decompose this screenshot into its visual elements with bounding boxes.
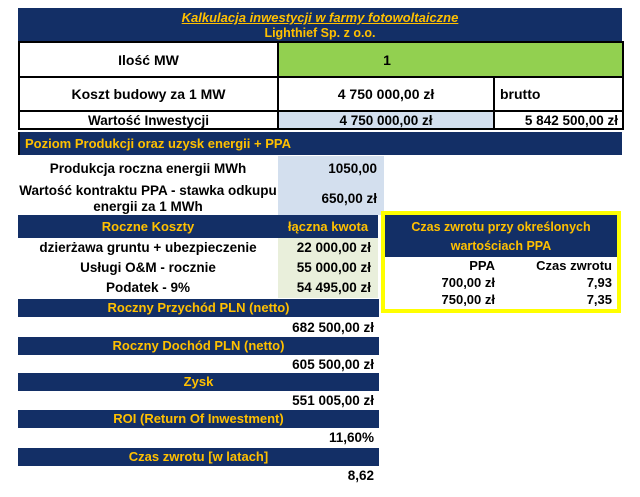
cost-om-value: 55 000,00 zł bbox=[278, 258, 378, 278]
annual-production-label: Produkcja roczna energii MWh bbox=[49, 161, 247, 176]
costs-amount-header: łączna kwota bbox=[287, 219, 369, 234]
cost-om-label: Usługi O&M - rocznie bbox=[80, 260, 216, 275]
costs-rows: dzierżawa gruntu + ubezpieczenie 22 000,… bbox=[18, 238, 378, 298]
payback-column-header: Czas zwrotu bbox=[536, 258, 612, 273]
annual-production-value: 1050,00 bbox=[328, 161, 377, 176]
build-cost-note: brutto bbox=[493, 76, 624, 112]
roi-header: ROI (Return Of Inwestment) bbox=[18, 410, 379, 428]
payback-row-700: 700,00 zł 7,93 bbox=[385, 274, 617, 291]
profit-value: 551 005,00 zł bbox=[292, 393, 374, 408]
payback-row-750: 750,00 zł 7,35 bbox=[385, 291, 617, 308]
mw-value: 1 bbox=[383, 51, 391, 68]
cost-row-tax: Podatek - 9% 54 495,00 zł bbox=[18, 278, 378, 298]
annual-income-value: 605 500,00 zł bbox=[292, 357, 374, 372]
cost-lease-value: 22 000,00 zł bbox=[278, 238, 378, 258]
annual-income-header: Roczny Dochód PLN (netto) bbox=[18, 337, 379, 355]
ppa-rate-value: 750,00 zł bbox=[441, 292, 496, 307]
cost-tax-value: 54 495,00 zł bbox=[278, 278, 378, 298]
payback-box-title: Czas zwrotu przy określonych wartościach… bbox=[385, 215, 617, 257]
ppa-contract-value: 650,00 zł bbox=[321, 191, 377, 206]
cost-row-lease: dzierżawa gruntu + ubezpieczenie 22 000,… bbox=[18, 238, 378, 258]
annual-revenue-value: 682 500,00 zł bbox=[292, 320, 374, 335]
build-cost-label: Koszt budowy za 1 MW bbox=[18, 76, 279, 112]
page-title: Kalkulacja inwestycji w farmy fotowoltai… bbox=[181, 10, 459, 25]
ppa-contract-label: Wartość kontraktu PPA - stawka odkupu en… bbox=[19, 183, 277, 214]
payback-column-headers: PPA Czas zwrotu bbox=[385, 257, 617, 274]
investment-table: Ilość MW 1 Koszt budowy za 1 MW 4 750 00… bbox=[18, 41, 624, 130]
payback-ppa-box: Czas zwrotu przy określonych wartościach… bbox=[381, 211, 621, 313]
production-section-header: Poziom Produkcji oraz uzysk energii + PP… bbox=[18, 132, 622, 155]
table-row-build-cost: Koszt budowy za 1 MW 4 750 000,00 zł bru… bbox=[18, 76, 624, 112]
production-values-column: 1050,00 650,00 zł bbox=[278, 156, 384, 215]
investment-value-gross: 5 842 500,00 zł bbox=[493, 110, 624, 130]
annual-revenue-header: Roczny Przychód PLN (netto) bbox=[18, 299, 379, 317]
mw-label: Ilość MW bbox=[18, 41, 279, 78]
title-bar: Kalkulacja inwestycji w farmy fotowoltai… bbox=[18, 8, 622, 41]
cost-row-om: Usługi O&M - rocznie 55 000,00 zł bbox=[18, 258, 378, 278]
table-row-mw: Ilość MW 1 bbox=[18, 41, 624, 78]
roi-value: 11,60% bbox=[328, 430, 374, 445]
costs-section-header: Roczne Koszty łączna kwota bbox=[18, 215, 378, 238]
payback-years-value: 7,93 bbox=[586, 275, 612, 290]
ppa-rate-value: 700,00 zł bbox=[441, 275, 496, 290]
company-name: Lighthief Sp. z o.o. bbox=[264, 26, 376, 40]
ppa-column-header: PPA bbox=[469, 258, 495, 273]
investment-value-net: 4 750 000,00 zł bbox=[277, 110, 495, 130]
investment-value-label: Wartość Inwestycji bbox=[18, 110, 279, 130]
mw-input-cell[interactable]: 1 bbox=[277, 41, 624, 78]
payback-years-total-value: 8,62 bbox=[347, 468, 374, 483]
build-cost-value: 4 750 000,00 zł bbox=[277, 76, 495, 112]
payback-years-header: Czas zwrotu [w latach] bbox=[18, 448, 379, 466]
table-row-investment-value: Wartość Inwestycji 4 750 000,00 zł 5 842… bbox=[18, 110, 624, 130]
payback-years-value: 7,35 bbox=[586, 292, 612, 307]
cost-tax-label: Podatek - 9% bbox=[105, 280, 191, 295]
cost-lease-label: dzierżawa gruntu + ubezpieczenie bbox=[39, 240, 257, 255]
profit-header: Zysk bbox=[18, 373, 379, 391]
costs-header-label: Roczne Koszty bbox=[101, 219, 195, 234]
